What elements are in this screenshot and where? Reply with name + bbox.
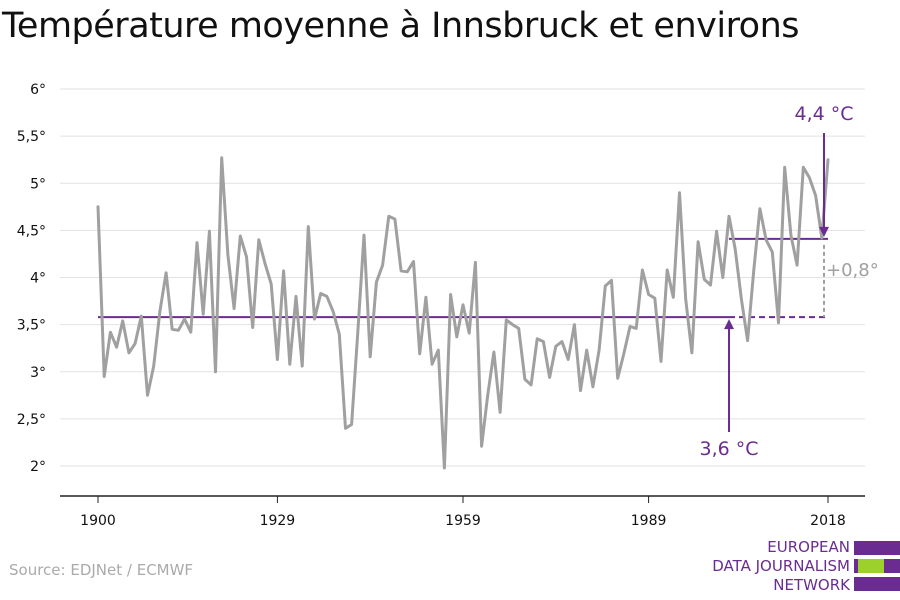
source-note: Source: EDJNet / ECMWF <box>9 561 194 579</box>
x-tick-label: 1989 <box>631 513 667 529</box>
y-tick-label: 4,5° <box>17 223 46 239</box>
logo-line-1: EUROPEAN <box>767 538 850 556</box>
logo-line-3: NETWORK <box>773 576 850 594</box>
x-tick-label: 1929 <box>260 513 296 529</box>
y-tick-label: 6° <box>30 82 46 98</box>
y-tick-label: 3° <box>30 365 46 381</box>
recent-value-label: 4,4 °C <box>794 103 853 125</box>
logo-bar-1 <box>854 541 900 555</box>
y-tick-label: 5° <box>30 176 46 192</box>
x-axis: 1900 1929 1959 1989 2018 <box>60 495 865 529</box>
y-tick-label: 4° <box>30 271 46 287</box>
logo-bar-3 <box>854 577 900 591</box>
temperature-chart: 2°2,5°3°3,5°4°4,5°5°5,5°6° 1900 1929 1959 1… <box>17 82 879 529</box>
grid-lines <box>60 88 865 467</box>
arrow-recent-head <box>819 226 829 237</box>
series-line <box>96 156 830 470</box>
y-axis-ticks: 2° 2,5° 3° 3,5° 4° 4,5° 5° 5,5° 6° <box>17 82 46 475</box>
annotations: +0,8° 3,6 °C 4,4 °C <box>700 103 879 460</box>
y-tick-label: 2° <box>30 459 46 475</box>
y-tick-label: 3,5° <box>17 318 46 334</box>
chart-title: Température moyenne à Innsbruck et envir… <box>2 6 800 46</box>
baseline-value-label: 3,6 °C <box>700 438 759 460</box>
logo-line-2: DATA JOURNALISM <box>712 557 850 575</box>
logo-bar-2-accent <box>858 559 884 573</box>
reference-lines <box>98 237 828 319</box>
arrow-baseline-head <box>724 319 735 330</box>
y-tick-label: 2,5° <box>17 412 46 428</box>
series-line-path <box>96 156 830 470</box>
delta-label: +0,8° <box>826 260 879 281</box>
x-tick-label: 1959 <box>445 513 481 529</box>
x-tick-label: 2018 <box>810 513 846 529</box>
y-tick-label: 5,5° <box>17 129 46 145</box>
edjnet-logo: EUROPEAN DATA JOURNALISM NETWORK <box>700 538 900 598</box>
x-tick-label: 1900 <box>80 513 116 529</box>
